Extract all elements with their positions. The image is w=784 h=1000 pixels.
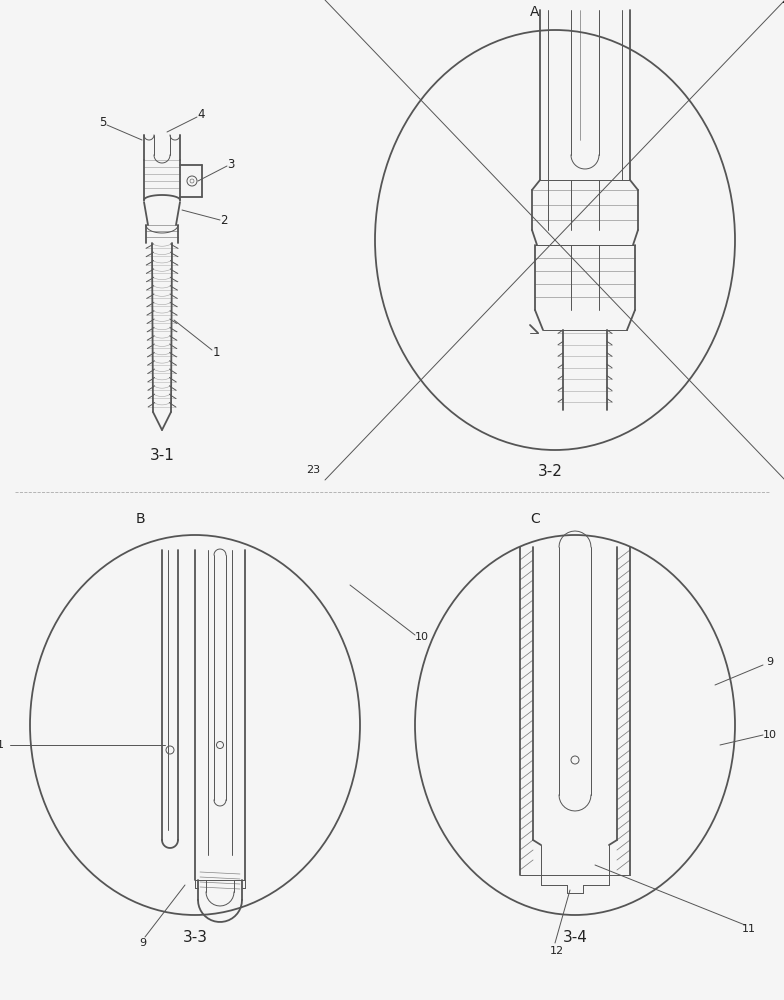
Text: 3-3: 3-3	[183, 930, 208, 944]
Text: 23: 23	[306, 465, 320, 475]
Text: 22: 22	[781, 0, 784, 5]
Text: 1: 1	[212, 346, 220, 359]
Text: A: A	[530, 5, 539, 19]
Text: 9: 9	[140, 938, 147, 948]
Text: 3-2: 3-2	[538, 464, 562, 480]
Text: B: B	[135, 512, 145, 526]
Text: 3-4: 3-4	[563, 930, 587, 944]
Text: 4: 4	[198, 108, 205, 121]
Text: 11: 11	[0, 740, 5, 750]
Text: 5: 5	[100, 116, 107, 129]
Text: 10: 10	[763, 730, 777, 740]
Text: 3-1: 3-1	[150, 448, 174, 462]
Text: 12: 12	[550, 946, 564, 956]
Text: C: C	[530, 512, 540, 526]
Text: 3: 3	[227, 157, 234, 170]
Text: 9: 9	[767, 657, 774, 667]
Text: 10: 10	[415, 632, 429, 642]
Text: 2: 2	[220, 215, 227, 228]
Text: 11: 11	[742, 924, 756, 934]
